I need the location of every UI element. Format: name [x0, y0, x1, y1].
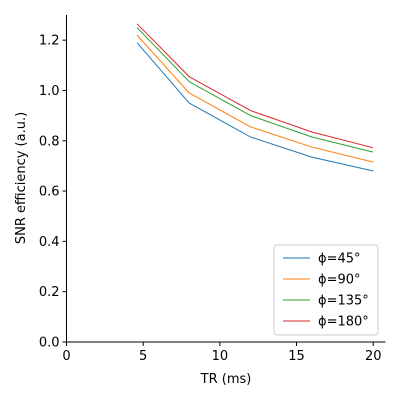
- legend-label: ϕ=90°: [318, 273, 361, 288]
- y-axis-label: SNR efficiency (a.u.): [14, 112, 29, 244]
- x-tick-label: 10: [212, 349, 229, 364]
- y-tick-label: 0.0: [39, 336, 60, 351]
- legend-box: [273, 244, 379, 336]
- legend-label: ϕ=135°: [318, 294, 369, 309]
- y-tick-label: 0.6: [39, 185, 60, 200]
- y-tick-label: 0.8: [39, 134, 60, 149]
- y-tick-label: 1.0: [39, 84, 60, 99]
- y-tick-label: 0.4: [39, 235, 60, 250]
- series-line-4: [136, 23, 374, 149]
- plot-area: [136, 23, 374, 172]
- y-tick-label: 1.2: [39, 34, 60, 49]
- axes: 0 5 10 15 20 0.0 0.2 0.4 0.6 0.8 1.0 1.2: [39, 15, 386, 364]
- y-tick-label: 0.2: [39, 285, 60, 300]
- x-tick-label: 15: [288, 349, 305, 364]
- legend: ϕ=45° ϕ=90° ϕ=135° ϕ=180°: [273, 244, 379, 336]
- x-tick-label: 5: [139, 349, 147, 364]
- series-line-1: [136, 42, 374, 172]
- series-line-2: [136, 34, 374, 163]
- series-line-3: [136, 27, 374, 153]
- x-axis-label: TR (ms): [200, 372, 252, 387]
- x-tick-label: 0: [62, 349, 70, 364]
- x-tick-label: 20: [365, 349, 382, 364]
- legend-label: ϕ=45°: [318, 252, 361, 267]
- legend-label: ϕ=180°: [318, 315, 369, 330]
